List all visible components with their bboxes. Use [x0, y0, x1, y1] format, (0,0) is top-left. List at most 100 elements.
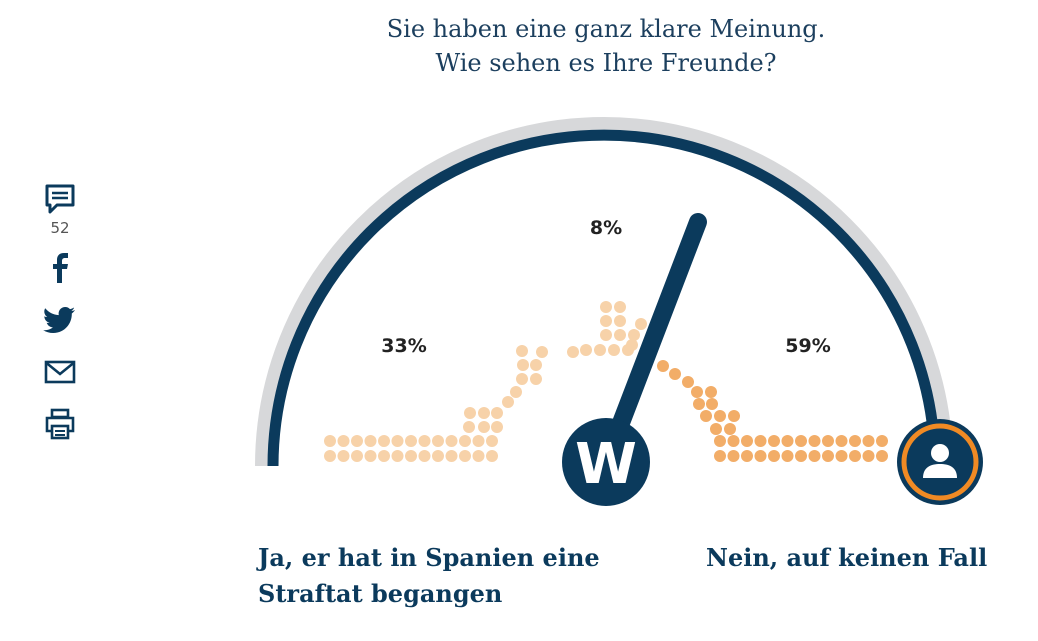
opinion-dot: [418, 450, 431, 462]
opinion-dot: [714, 435, 726, 447]
opinion-dot: [706, 398, 718, 410]
opinion-dot: [405, 450, 417, 462]
opinion-dot: [486, 450, 498, 462]
opinion-dot: [432, 435, 444, 447]
opinion-dot: [600, 315, 612, 327]
opinion-dot: [700, 410, 712, 422]
answer-yes[interactable]: Ja, er hat in Spanien eine Straftat bega…: [258, 540, 600, 612]
opinion-dot: [705, 386, 717, 398]
opinion-dot: [835, 450, 848, 462]
opinion-dot: [693, 398, 705, 410]
opinion-dot: [682, 376, 694, 388]
opinion-dot: [754, 450, 767, 462]
w-logo-badge[interactable]: [562, 418, 650, 506]
print-icon[interactable]: [43, 407, 77, 441]
twitter-icon[interactable]: [43, 303, 77, 337]
question-line-2: Wie sehen es Ihre Freunde?: [435, 49, 777, 77]
opinion-dot: [478, 407, 490, 419]
opinion-dot: [795, 450, 807, 462]
opinion-dot: [768, 450, 780, 462]
opinion-dot: [516, 373, 528, 385]
opinion-dot: [876, 435, 888, 447]
opinion-dot: [727, 450, 740, 462]
question-heading: Sie haben eine ganz klare Meinung. Wie s…: [300, 12, 912, 80]
opinion-dot: [337, 450, 350, 462]
opinion-dot: [862, 450, 875, 462]
opinion-dot: [714, 410, 726, 422]
opinion-dot: [463, 421, 475, 433]
opinion-dot: [364, 435, 377, 447]
opinion-dot: [614, 301, 626, 313]
opinion-dot: [835, 435, 848, 447]
opinion-dot: [351, 450, 363, 462]
opinion-dot: [432, 450, 444, 462]
opinion-dot: [727, 435, 740, 447]
left-percent: 33%: [381, 335, 426, 357]
opinion-dot: [728, 410, 740, 422]
opinion-dot: [391, 450, 404, 462]
opinion-dot: [516, 345, 528, 357]
opinion-dot: [781, 450, 794, 462]
opinion-dot: [378, 450, 390, 462]
opinion-dot: [808, 435, 821, 447]
opinion-dot: [418, 435, 431, 447]
w-logo-letter: W: [575, 432, 637, 497]
answer-yes-line-1: Ja, er hat in Spanien eine: [258, 543, 600, 572]
opinion-dot: [530, 373, 542, 385]
opinion-dot: [754, 435, 767, 447]
opinion-dot: [635, 318, 647, 330]
opinion-dots: [324, 301, 888, 462]
opinion-dot: [324, 450, 336, 462]
opinion-dot: [491, 407, 503, 419]
opinion-dot: [714, 450, 726, 462]
answer-yes-line-2: Straftat begangen: [258, 579, 503, 608]
opinion-dot: [628, 329, 640, 341]
opinion-dot: [459, 435, 471, 447]
opinion-dot: [822, 450, 834, 462]
opinion-dot: [669, 368, 681, 380]
mail-icon[interactable]: [43, 355, 77, 389]
middle-percent: 8%: [590, 217, 622, 239]
opinion-dot: [876, 450, 888, 462]
opinion-dot: [691, 386, 703, 398]
opinion-dot: [478, 421, 490, 433]
opinion-dot: [378, 435, 390, 447]
opinion-dot: [445, 435, 458, 447]
opinion-dot: [567, 346, 579, 358]
answer-no[interactable]: Nein, auf keinen Fall: [706, 543, 988, 572]
facebook-icon[interactable]: [43, 251, 77, 285]
gauge-inner-arc: [267, 129, 941, 467]
comment-count: 52: [50, 219, 70, 237]
opinion-dot: [614, 315, 626, 327]
opinion-dot: [724, 423, 736, 435]
share-bar: 52: [40, 183, 80, 441]
opinion-dot: [324, 435, 336, 447]
opinion-dot: [536, 346, 548, 358]
opinion-dot: [710, 423, 722, 435]
opinion-dot: [781, 435, 794, 447]
opinion-dot: [849, 450, 861, 462]
opinion-dot: [459, 450, 471, 462]
friends-badge[interactable]: [897, 419, 983, 505]
right-percent: 59%: [785, 335, 830, 357]
opinion-dot: [626, 339, 638, 351]
opinion-dot: [614, 329, 626, 341]
opinion-dot: [580, 344, 592, 356]
opinion-dot: [822, 435, 834, 447]
opinion-dot: [472, 450, 485, 462]
question-line-1: Sie haben eine ganz klare Meinung.: [386, 15, 826, 43]
opinion-dot: [808, 450, 821, 462]
opinion-dot: [491, 421, 503, 433]
opinion-dot: [391, 435, 404, 447]
user-icon: [923, 444, 957, 478]
opinion-dot: [608, 344, 620, 356]
opinion-dot: [351, 435, 363, 447]
opinion-dot: [795, 435, 807, 447]
opinion-dot: [657, 360, 669, 372]
comment-icon[interactable]: [43, 183, 77, 217]
gauge-outer-arc: [255, 117, 953, 467]
opinion-dot: [464, 407, 476, 419]
opinion-dot: [530, 359, 542, 371]
opinion-dot: [364, 450, 377, 462]
